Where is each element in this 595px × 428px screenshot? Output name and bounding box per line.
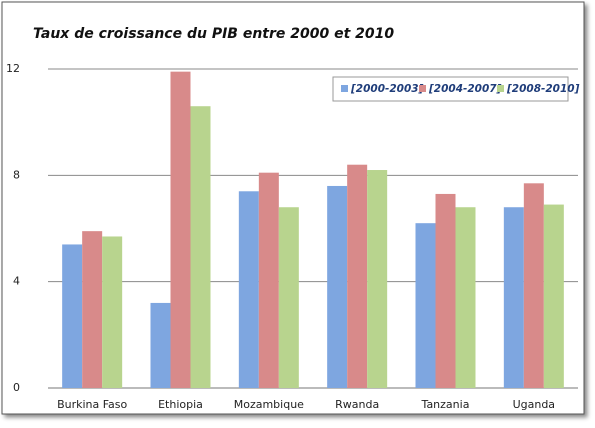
legend-swatch: [497, 85, 504, 92]
legend-swatch: [419, 85, 426, 92]
x-tick-label: Mozambique: [234, 398, 304, 411]
bar: [415, 223, 436, 388]
bar: [503, 207, 524, 388]
bar: [435, 193, 456, 388]
x-tick-label: Rwanda: [335, 398, 379, 411]
bar: [170, 71, 191, 389]
y-tick-label: 12: [6, 62, 20, 75]
bar: [102, 236, 123, 388]
chart-title: Taux de croissance du PIB entre 2000 et …: [33, 26, 394, 42]
bar: [62, 244, 83, 388]
bar: [238, 191, 259, 388]
y-tick-label: 0: [13, 381, 20, 394]
x-tick-label: Uganda: [513, 398, 555, 411]
bar: [347, 164, 368, 388]
x-tick-label: Tanzania: [421, 398, 470, 411]
bar: [258, 172, 279, 388]
bar: [190, 106, 211, 388]
bar: [523, 183, 544, 388]
bar: [367, 170, 388, 388]
legend-swatch: [341, 85, 348, 92]
legend-box: [332, 76, 569, 102]
legend-label: [2008-2010]: [506, 83, 580, 95]
y-tick-label: 4: [13, 275, 20, 288]
bar: [82, 231, 103, 388]
x-tick-label: Burkina Faso: [57, 398, 127, 411]
bar: [327, 185, 348, 388]
bar: [543, 204, 564, 388]
bar: [278, 207, 299, 388]
x-tick-label: Ethiopia: [158, 398, 203, 411]
legend-label: [2004-2007]: [428, 83, 502, 95]
bar: [455, 207, 476, 388]
legend-label: [2000-2003]: [350, 83, 424, 95]
y-tick-label: 8: [13, 168, 20, 181]
bar: [150, 302, 171, 388]
